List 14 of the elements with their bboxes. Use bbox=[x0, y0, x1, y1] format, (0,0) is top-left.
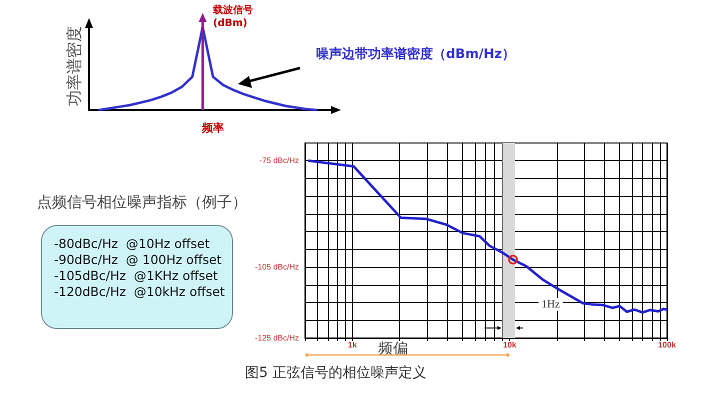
annotation: 载波信号 (dBm) bbox=[212, 4, 256, 29]
text: 噪声边带功率谱密度（dBm/Hz） bbox=[316, 46, 515, 62]
y-tick-label: -75 dBc/Hz bbox=[259, 156, 299, 166]
x-tick-label: 10k bbox=[503, 340, 517, 350]
x-tick-label: 100k bbox=[658, 340, 676, 350]
text: 点频信号相位噪声指标（例子） bbox=[37, 193, 247, 212]
x-axis-title: 频率 bbox=[201, 121, 224, 134]
caption: 图5 正弦信号的相位噪声定义 bbox=[245, 365, 426, 381]
band-label: 1Hz bbox=[542, 298, 560, 310]
y-tick-label: -105 dBc/Hz bbox=[254, 262, 299, 272]
y-axis-title: 功率谱密度 bbox=[66, 26, 84, 106]
y-tick-label: -125 dBc/Hz bbox=[254, 334, 299, 342]
text-card: -80dBc/Hz @10Hz offset -90dBc/Hz @ 100Hz offset -105dBc/Hz @1KHz offset -120dBc/Hz @10kHz offset bbox=[41, 225, 233, 329]
x-tick-label: 1k bbox=[348, 340, 358, 350]
